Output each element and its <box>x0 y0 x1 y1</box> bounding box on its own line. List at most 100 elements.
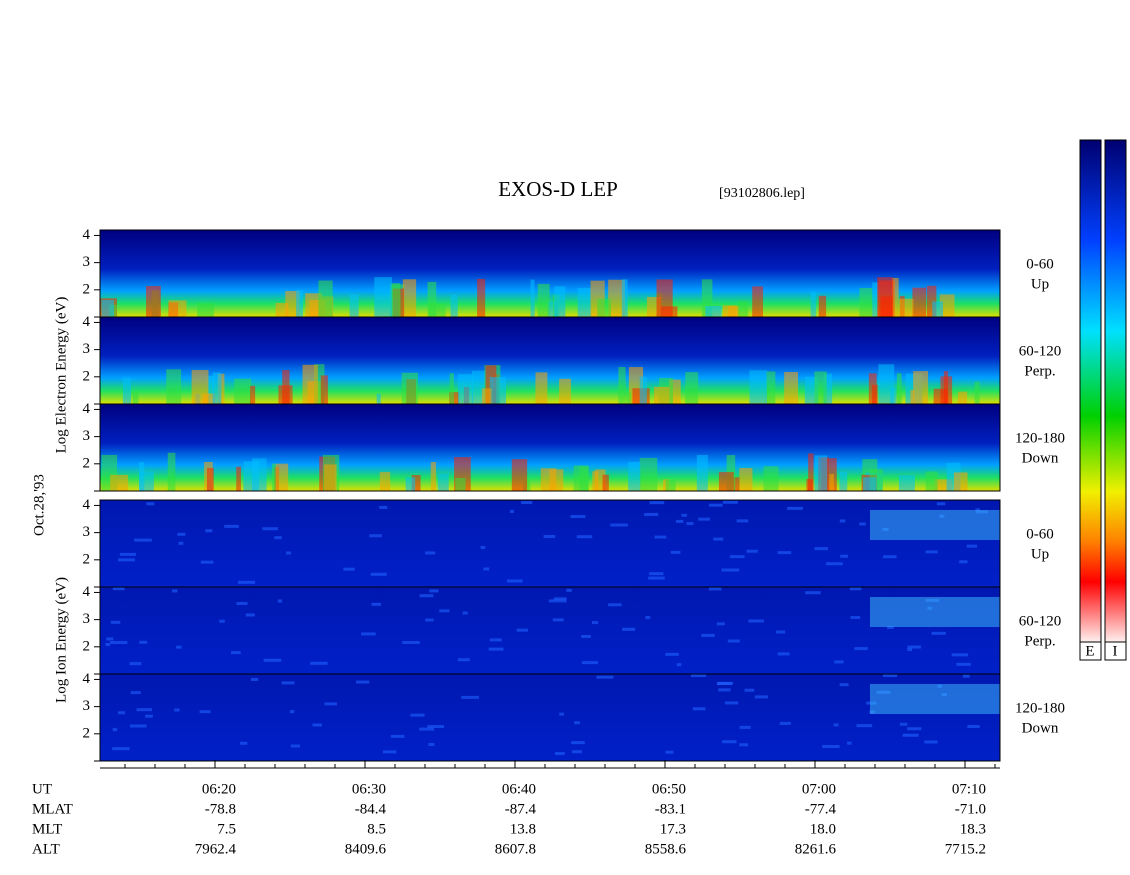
spectrogram-texture <box>733 477 740 491</box>
spectrogram-texture <box>722 740 737 744</box>
spectrogram-texture <box>739 743 749 747</box>
row-value: -71.0 <box>955 801 986 817</box>
spectrogram-texture <box>430 461 437 491</box>
direction-range: 60-120 <box>1019 343 1062 359</box>
row-value: -78.8 <box>205 801 236 817</box>
spectrogram-texture <box>936 502 946 506</box>
spectrogram-texture <box>455 478 466 491</box>
spectrogram-texture <box>826 562 843 566</box>
spectrogram-texture <box>839 683 849 687</box>
spectrogram-texture <box>870 510 1000 540</box>
spectrogram-texture <box>777 652 790 656</box>
spectrogram-texture <box>129 662 142 666</box>
y-tick-label: 2 <box>83 551 91 567</box>
spectrogram-texture <box>146 285 161 317</box>
spectrogram-texture <box>833 723 839 727</box>
spectrogram-texture <box>776 630 786 634</box>
spectrogram-texture <box>343 567 355 571</box>
spectrogram-texture <box>238 580 256 584</box>
spectrogram-texture <box>481 388 492 404</box>
row-value: 7.5 <box>217 821 236 837</box>
spectrogram-texture <box>450 294 458 317</box>
direction-range: 120-180 <box>1015 700 1065 716</box>
spectrogram-texture <box>449 373 454 404</box>
spectrogram-texture <box>744 688 755 692</box>
x-tick-label: 07:00 <box>802 781 836 797</box>
spectrogram-texture <box>489 638 502 642</box>
spectrogram-texture <box>379 505 388 509</box>
spectrogram-texture <box>910 390 915 404</box>
spectrogram-texture <box>653 386 670 404</box>
spectrogram-texture <box>602 474 609 491</box>
row-value: 8.5 <box>367 821 386 837</box>
spectrogram-texture <box>112 747 130 751</box>
spectrogram-texture <box>263 658 282 662</box>
spectrogram-texture <box>763 466 779 491</box>
spectrogram-texture <box>870 597 1000 627</box>
y-tick-label: 3 <box>83 698 91 714</box>
spectrogram-texture <box>962 674 970 678</box>
spectrogram-texture <box>243 461 260 491</box>
spectrogram-texture <box>718 472 734 491</box>
spectrogram-texture <box>939 294 955 317</box>
spectrogram-texture <box>628 461 641 491</box>
spectrogram-texture <box>907 727 922 731</box>
spectrogram-texture <box>705 305 722 317</box>
spectrogram-texture <box>129 724 147 728</box>
spectrogram-texture <box>516 628 528 632</box>
y-tick-label: 4 <box>83 584 91 600</box>
date-label: Oct.28,'93 <box>31 474 47 536</box>
spectrogram-texture <box>429 303 446 317</box>
spectrogram-texture <box>572 750 582 754</box>
spectrogram-texture <box>748 619 764 623</box>
spectrogram-texture <box>419 727 435 731</box>
spectrogram-texture <box>829 474 834 491</box>
row-value: -87.4 <box>505 801 537 817</box>
spectrogram-texture <box>806 479 813 491</box>
y-tick-label: 3 <box>83 428 91 444</box>
y-tick-label: 2 <box>83 725 91 741</box>
spectrogram-texture <box>940 376 953 404</box>
y-tick-label: 4 <box>83 497 91 513</box>
spectrogram-texture <box>374 277 393 317</box>
spectrogram-texture <box>822 745 840 749</box>
spectrogram-texture <box>402 640 420 644</box>
spectrogram-texture <box>709 503 723 507</box>
spectrogram-texture <box>457 374 474 404</box>
spectrogram-texture <box>488 647 504 651</box>
spectrogram-texture <box>913 371 929 404</box>
spectrogram-texture <box>117 711 126 715</box>
spectrogram-texture <box>654 535 667 539</box>
spectrogram-texture <box>934 479 953 491</box>
direction-name: Up <box>1031 546 1049 562</box>
spectrogram-texture <box>958 391 968 404</box>
spectrogram-texture <box>282 370 290 404</box>
spectrogram-texture <box>199 710 211 714</box>
spectrogram-texture <box>231 651 241 655</box>
spectrogram-texture <box>552 618 564 622</box>
spectrogram-texture <box>240 741 248 745</box>
spectrogram-texture <box>166 369 182 404</box>
spectrogram-texture <box>112 728 118 732</box>
spectrogram-texture <box>665 750 674 754</box>
spectrogram-texture <box>576 535 593 539</box>
spectrogram-texture <box>202 393 216 404</box>
spectrogram-texture <box>548 599 567 603</box>
spectrogram-texture <box>570 515 586 519</box>
spectrogram-texture <box>411 474 421 491</box>
spectrogram <box>100 674 1000 761</box>
spectrogram-texture <box>427 281 437 317</box>
spectrogram-texture <box>665 652 679 656</box>
row-value: 7962.4 <box>195 841 237 857</box>
spectrogram-texture <box>892 277 899 317</box>
spectrogram-texture <box>736 519 749 523</box>
spectrogram-texture <box>174 708 180 712</box>
row-name: ALT <box>32 841 60 857</box>
spectrogram-texture <box>839 471 848 491</box>
y-tick-label: 3 <box>83 254 91 270</box>
spectrogram <box>100 500 1000 587</box>
spectrogram-texture <box>686 522 694 526</box>
spectrogram-texture <box>312 723 322 727</box>
spectrogram-texture <box>506 579 523 583</box>
spectrogram-texture <box>324 464 337 491</box>
